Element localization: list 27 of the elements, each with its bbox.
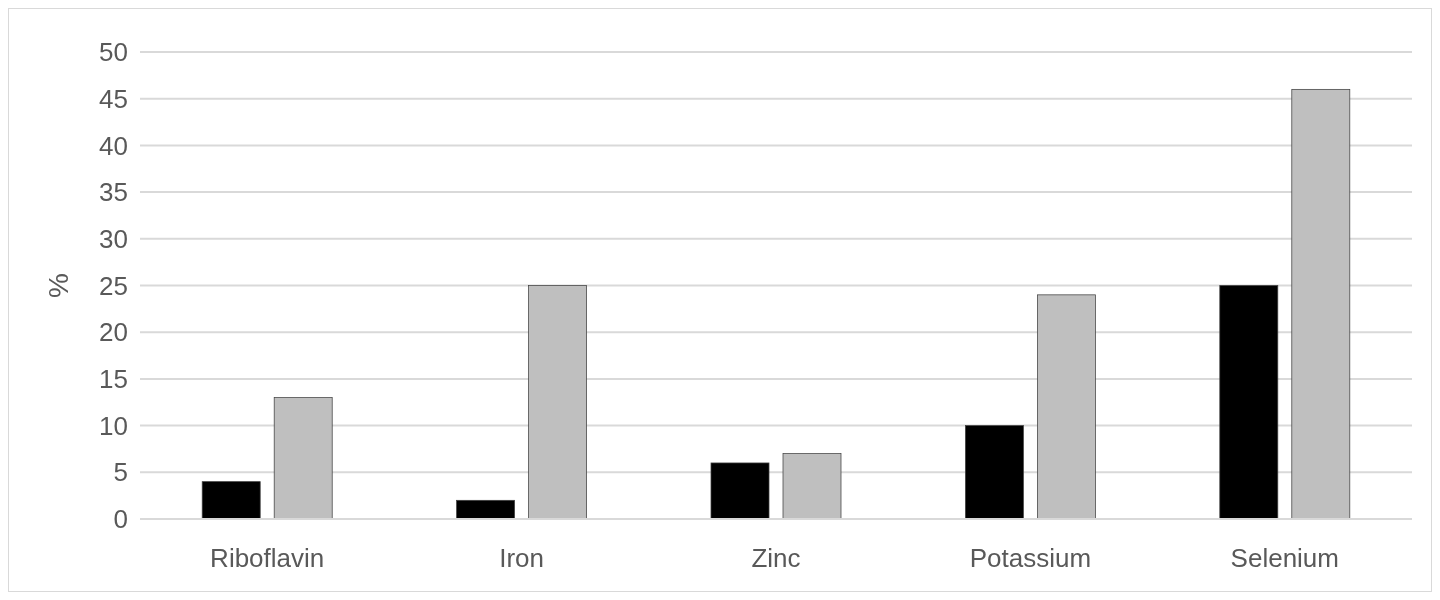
- y-tick-label: 5: [113, 457, 128, 488]
- bar: [782, 453, 842, 520]
- y-tick-label: 25: [99, 270, 128, 301]
- y-tick-label: 20: [99, 317, 128, 348]
- y-tick-label: 30: [99, 223, 128, 254]
- y-axis-title: %: [43, 273, 74, 298]
- y-tick-label: 15: [99, 364, 128, 394]
- x-tick-label: Potassium: [969, 543, 1092, 573]
- y-tick-label: 40: [99, 130, 128, 161]
- bar: [273, 397, 333, 520]
- bar: [965, 425, 1024, 520]
- bar: [528, 285, 587, 520]
- bar: [1291, 88, 1351, 520]
- y-tick-label: 10: [99, 410, 128, 441]
- y-tick-label: 0: [113, 504, 128, 535]
- y-tick-label: 45: [99, 83, 128, 114]
- x-tick-label: Riboflavin: [210, 543, 325, 573]
- bar: [201, 481, 261, 520]
- x-tick-label: Zinc: [751, 543, 801, 573]
- x-tick-label: Selenium: [1230, 543, 1339, 573]
- y-tick-label: 35: [99, 177, 128, 208]
- bar: [1037, 294, 1096, 520]
- bar: [456, 499, 515, 520]
- y-tick-label: 50: [99, 37, 128, 68]
- bar: [710, 462, 770, 520]
- x-tick-label: Iron: [499, 543, 545, 573]
- bar: [1219, 285, 1279, 520]
